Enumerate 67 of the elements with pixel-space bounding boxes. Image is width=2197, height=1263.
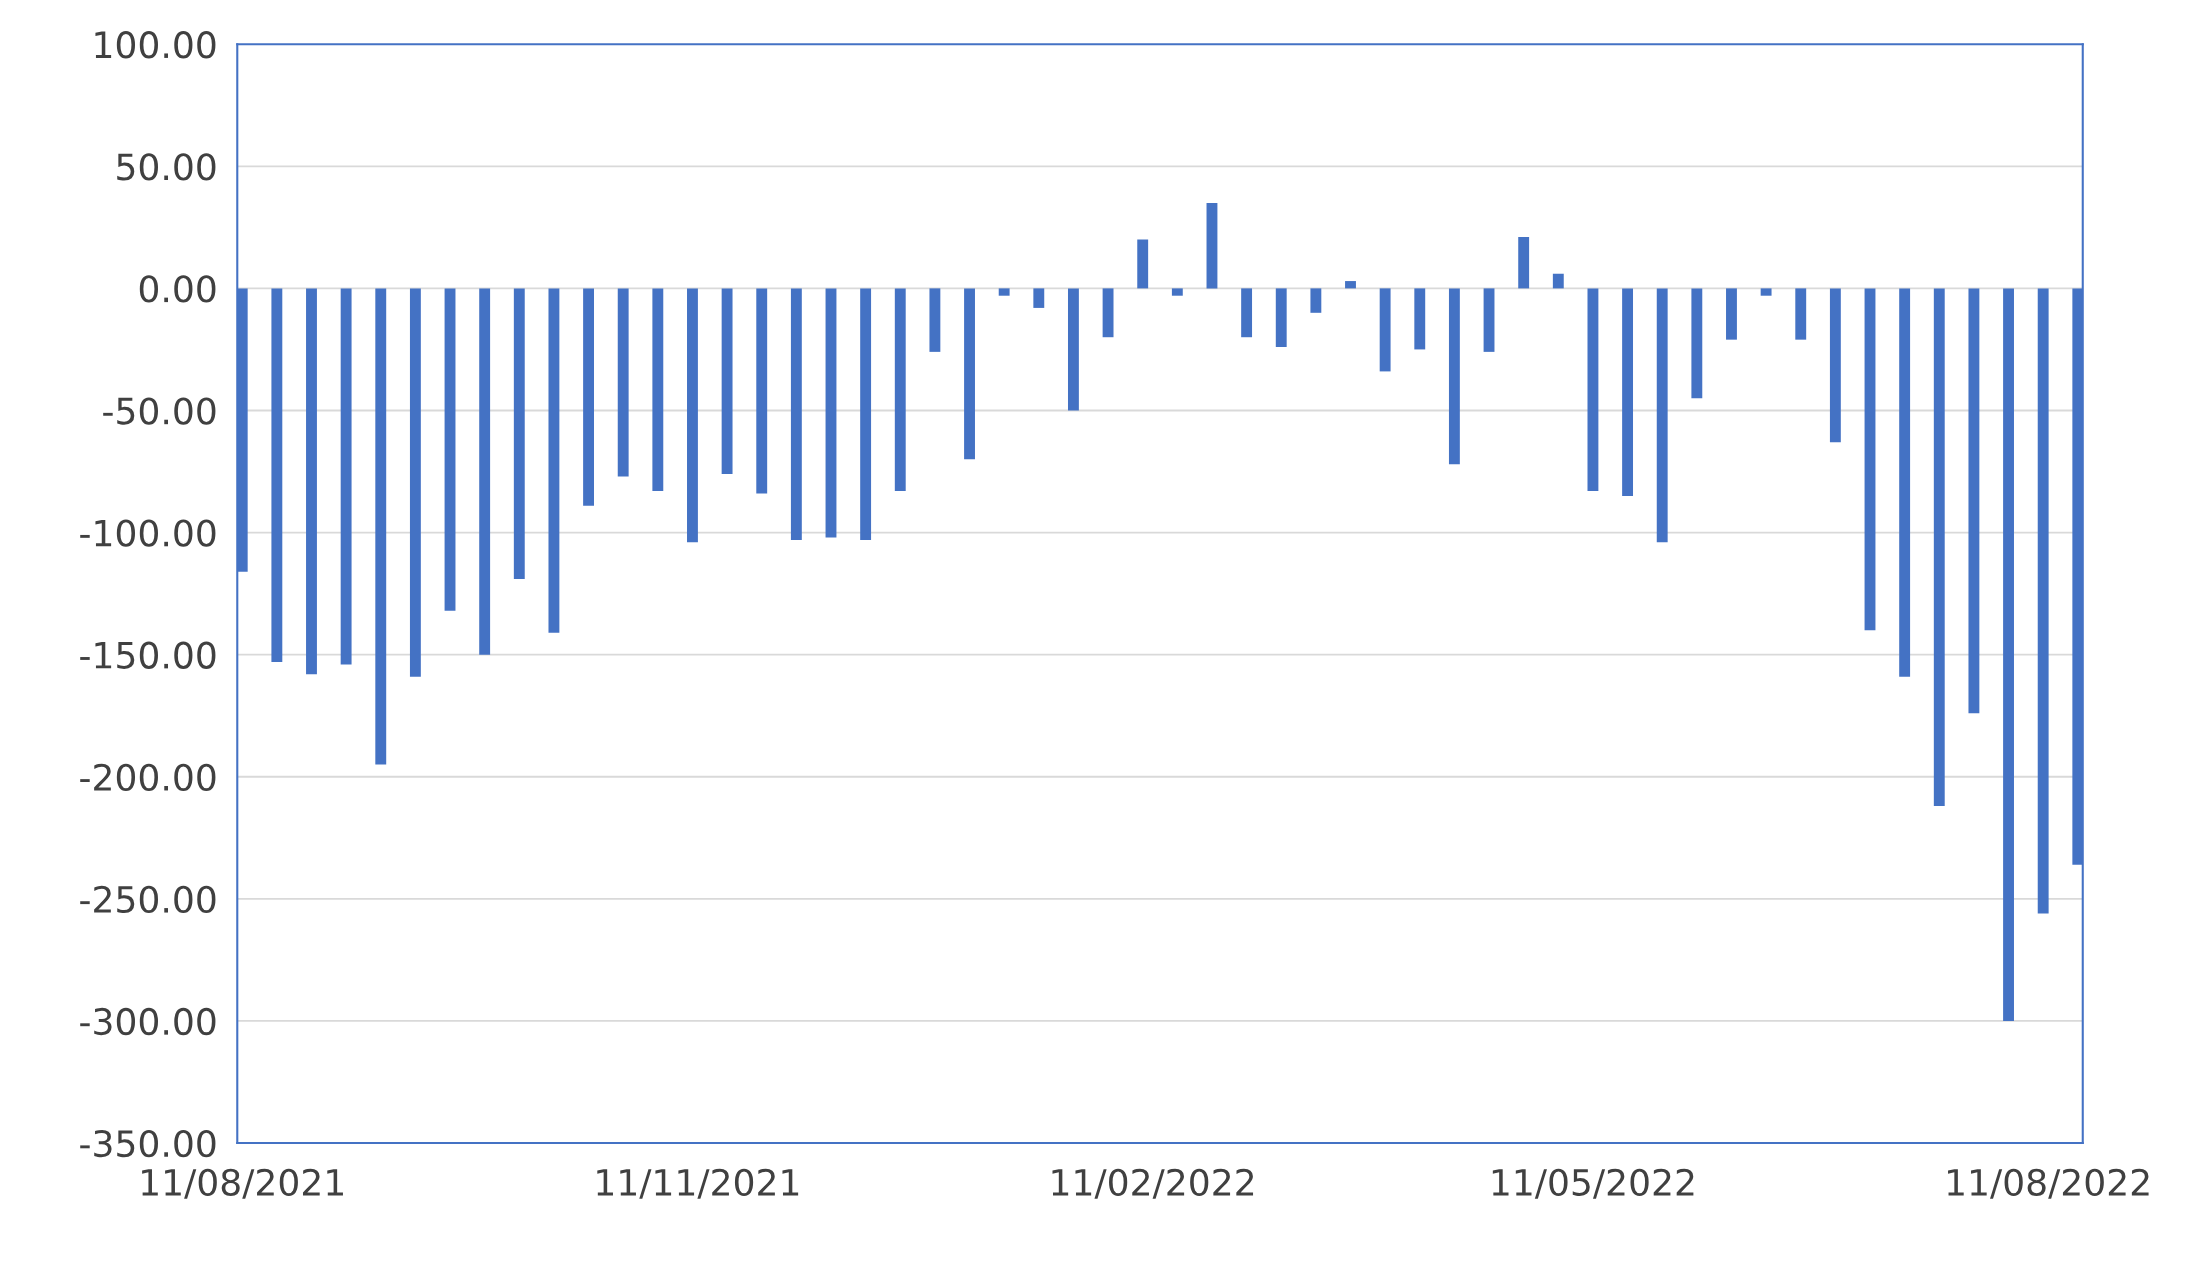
x-tick-label: 11/08/2021 bbox=[142, 1168, 343, 1199]
bar bbox=[964, 288, 975, 460]
y-tick-label: -150.00 bbox=[80, 641, 216, 669]
bar bbox=[409, 288, 421, 677]
bar bbox=[1518, 237, 1530, 289]
bar bbox=[1379, 288, 1391, 372]
bar bbox=[1968, 288, 1980, 714]
bar bbox=[998, 288, 1010, 296]
bar bbox=[756, 288, 768, 494]
bar bbox=[1622, 288, 1634, 496]
y-tick-label: 100.00 bbox=[95, 31, 216, 59]
bar bbox=[306, 288, 317, 675]
y-tick-label: -250.00 bbox=[80, 885, 216, 914]
bar bbox=[1241, 288, 1253, 338]
bar bbox=[375, 288, 387, 765]
bar bbox=[1899, 288, 1911, 677]
bar bbox=[652, 288, 664, 492]
y-tick-label: 50.00 bbox=[117, 153, 216, 181]
bar bbox=[1933, 288, 1945, 807]
bar bbox=[340, 288, 352, 665]
bar bbox=[513, 288, 525, 579]
bar bbox=[1726, 288, 1737, 340]
bar bbox=[1275, 288, 1287, 347]
bar bbox=[1795, 288, 1807, 340]
bar bbox=[1691, 288, 1703, 399]
bar bbox=[1102, 288, 1114, 338]
bar bbox=[479, 288, 491, 655]
bar bbox=[687, 288, 698, 543]
bar bbox=[1067, 288, 1079, 411]
bar bbox=[1033, 288, 1045, 308]
bar bbox=[1310, 288, 1322, 313]
bar bbox=[583, 288, 594, 506]
x-tick-label: 11/08/2022 bbox=[1948, 1168, 2149, 1199]
bar bbox=[1414, 288, 1426, 350]
bar bbox=[548, 288, 560, 633]
bar bbox=[1137, 239, 1149, 289]
bar bbox=[1345, 281, 1356, 289]
bar bbox=[790, 288, 802, 540]
bar bbox=[1483, 288, 1495, 352]
bar bbox=[617, 288, 629, 477]
bar bbox=[1171, 288, 1183, 296]
x-tick-label: 11/11/2021 bbox=[597, 1168, 799, 1199]
bar bbox=[929, 288, 941, 352]
bar bbox=[444, 288, 456, 611]
bar bbox=[860, 288, 872, 540]
bar bbox=[271, 288, 283, 662]
bar bbox=[1448, 288, 1460, 465]
bar bbox=[1206, 202, 1218, 289]
bar bbox=[1587, 288, 1599, 492]
bar bbox=[894, 288, 906, 492]
bar bbox=[1864, 288, 1876, 631]
y-tick-label: -200.00 bbox=[80, 763, 216, 791]
bar bbox=[1552, 273, 1564, 289]
x-tick-label: 11/02/2022 bbox=[1052, 1168, 1254, 1199]
bar bbox=[1656, 288, 1668, 543]
y-tick-label: -300.00 bbox=[80, 1007, 216, 1036]
bar bbox=[1760, 288, 1772, 296]
bar bbox=[721, 288, 733, 474]
x-tick-label: 11/05/2022 bbox=[1492, 1168, 1694, 1199]
y-tick-label: -100.00 bbox=[80, 519, 216, 547]
y-tick-label: -350.00 bbox=[80, 1129, 216, 1158]
bar bbox=[1829, 288, 1841, 443]
y-tick-label: 0.00 bbox=[139, 275, 216, 303]
bar bbox=[825, 288, 837, 538]
y-tick-label: -50.00 bbox=[103, 397, 216, 425]
bar bbox=[2003, 288, 2014, 1021]
bar bbox=[2037, 288, 2049, 914]
